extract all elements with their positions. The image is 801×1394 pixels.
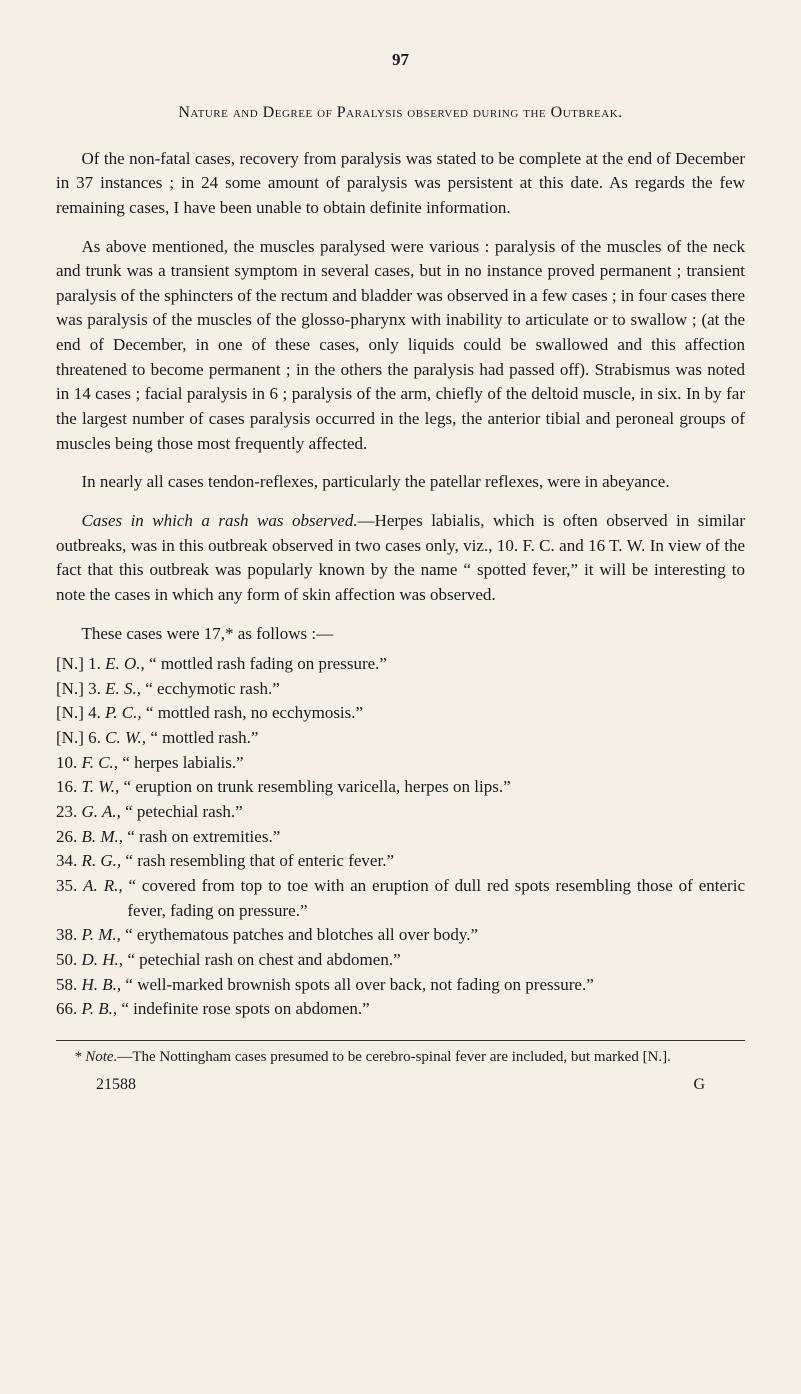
case-name: F. C., — [82, 753, 119, 772]
case-prefix: 23. — [56, 802, 82, 821]
case-name: T. W., — [82, 777, 120, 796]
case-item: [N.] 4. P. C., “ mottled rash, no ecchym… — [56, 701, 745, 726]
case-desc: “ eruption on trunk resembling varicella… — [119, 777, 510, 796]
footer-left: 21588 — [96, 1073, 136, 1096]
section-heading: Nature and Degree of Paralysis observed … — [56, 101, 745, 125]
case-prefix: 26. — [56, 827, 82, 846]
footnote-rule — [56, 1040, 745, 1041]
case-name: H. B., — [82, 975, 122, 994]
paragraph-4: Cases in which a rash was observed.—Herp… — [56, 509, 745, 608]
case-item: 58. H. B., “ well-marked brownish spots … — [56, 973, 745, 998]
case-name: B. M., — [82, 827, 124, 846]
case-item: 16. T. W., “ eruption on trunk resemblin… — [56, 775, 745, 800]
case-name: P. M., — [82, 925, 121, 944]
case-desc: “ mottled rash fading on pressure.” — [145, 654, 387, 673]
case-desc: “ rash on extremities.” — [123, 827, 280, 846]
page-number: 97 — [56, 48, 745, 73]
case-list: [N.] 1. E. O., “ mottled rash fading on … — [56, 652, 745, 1022]
case-item: 26. B. M., “ rash on extremities.” — [56, 825, 745, 850]
case-name: G. A., — [82, 802, 121, 821]
paragraph-4-lead: Cases in which a rash was observed. — [82, 511, 358, 530]
case-desc: “ covered from top to toe with an erupti… — [123, 876, 745, 920]
case-name: E. O., — [105, 654, 145, 673]
case-desc: “ indefinite rose spots on abdomen.” — [117, 999, 370, 1018]
case-item: [N.] 3. E. S., “ ecchymotic rash.” — [56, 677, 745, 702]
case-desc: “ well-marked brownish spots all over ba… — [121, 975, 594, 994]
paragraph-1: Of the non-fatal cases, recovery from pa… — [56, 147, 745, 221]
case-name: R. G., — [82, 851, 122, 870]
case-prefix: [N.] 6. — [56, 728, 105, 747]
case-prefix: 16. — [56, 777, 82, 796]
case-prefix: 10. — [56, 753, 82, 772]
case-item: 66. P. B., “ indefinite rose spots on ab… — [56, 997, 745, 1022]
case-prefix: 66. — [56, 999, 82, 1018]
case-item: [N.] 6. C. W., “ mottled rash.” — [56, 726, 745, 751]
case-prefix: 34. — [56, 851, 82, 870]
case-prefix: [N.] 3. — [56, 679, 105, 698]
footer-row: 21588 G — [56, 1073, 745, 1096]
footnote-rest: —The Nottingham cases presumed to be cer… — [117, 1049, 671, 1065]
case-item: 38. P. M., “ erythematous patches and bl… — [56, 923, 745, 948]
case-item: 35. A. R., “ covered from top to toe wit… — [56, 874, 745, 923]
case-prefix: 58. — [56, 975, 82, 994]
paragraph-2: As above mentioned, the muscles paralyse… — [56, 235, 745, 457]
case-desc: “ herpes labialis.” — [118, 753, 244, 772]
case-item: 50. D. H., “ petechial rash on chest and… — [56, 948, 745, 973]
case-desc: “ ecchymotic rash.” — [141, 679, 280, 698]
footnote-lead: * Note. — [74, 1049, 117, 1065]
case-desc: “ mottled rash, no ecchymosis.” — [142, 703, 363, 722]
case-desc: “ erythematous patches and blotches all … — [121, 925, 478, 944]
case-item: [N.] 1. E. O., “ mottled rash fading on … — [56, 652, 745, 677]
case-desc: “ mottled rash.” — [146, 728, 258, 747]
list-intro: These cases were 17,* as follows :— — [56, 622, 745, 647]
case-name: C. W., — [105, 728, 146, 747]
case-prefix: 35. — [56, 876, 83, 895]
paragraph-3: In nearly all cases tendon-reflexes, par… — [56, 470, 745, 495]
case-prefix: 38. — [56, 925, 82, 944]
case-prefix: 50. — [56, 950, 82, 969]
case-item: 34. R. G., “ rash resembling that of ent… — [56, 849, 745, 874]
case-prefix: [N.] 4. — [56, 703, 105, 722]
case-desc: “ petechial rash.” — [121, 802, 243, 821]
case-desc: “ rash resembling that of enteric fever.… — [121, 851, 394, 870]
case-name: D. H., — [82, 950, 124, 969]
case-name: P. C., — [105, 703, 142, 722]
case-item: 10. F. C., “ herpes labialis.” — [56, 751, 745, 776]
footnote: * Note.—The Nottingham cases presumed to… — [56, 1047, 745, 1069]
case-name: E. S., — [105, 679, 141, 698]
case-desc: “ petechial rash on chest and abdomen.” — [123, 950, 401, 969]
footer-right: G — [693, 1073, 705, 1096]
case-item: 23. G. A., “ petechial rash.” — [56, 800, 745, 825]
case-name: P. B., — [82, 999, 118, 1018]
case-name: A. R., — [83, 876, 122, 895]
case-prefix: [N.] 1. — [56, 654, 105, 673]
